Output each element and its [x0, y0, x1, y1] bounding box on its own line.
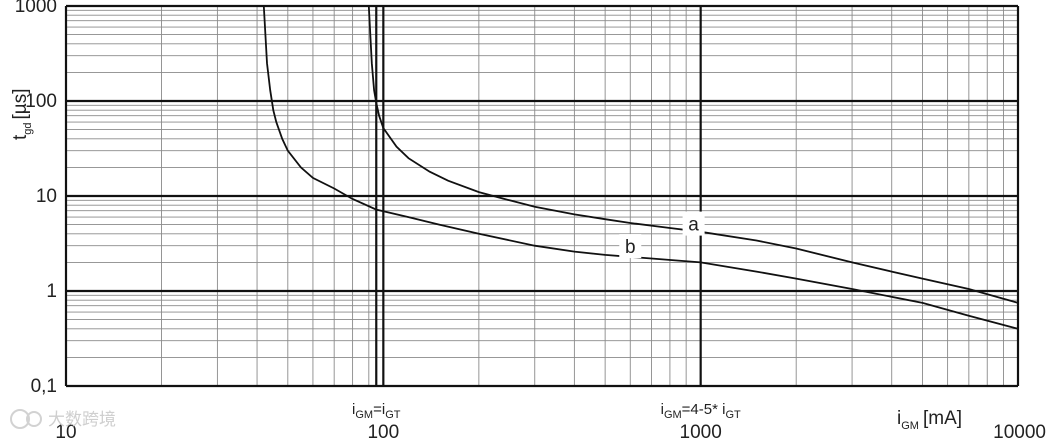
y-tick-label: 1000: [15, 0, 57, 17]
y-tick-label: 10: [36, 186, 57, 207]
y-tick-label: 100: [25, 91, 57, 112]
annotation-igm-4-5-igt: iGM=4-5* iGT: [661, 401, 741, 421]
y-tick-label: 0,1: [31, 376, 57, 397]
annotation-igm-equals-igt: iGM=iGT: [352, 401, 401, 421]
watermark: 大数跨境: [10, 409, 116, 429]
x-axis-label: iGM [mA]: [897, 408, 962, 432]
chart-tick-labels: 1000 100 10 1 0,1 10 100 1000 10000: [15, 0, 1046, 439]
watermark-logo-icon: [10, 409, 30, 429]
x-tick-label: 10000: [993, 422, 1046, 439]
series-label-b: b: [625, 237, 636, 258]
series-label-bg-a: [682, 211, 705, 236]
watermark-logo-icon-inner: [26, 411, 42, 427]
y-axis-label: tgd[µs]: [10, 88, 34, 140]
x-tick-label: 1000: [680, 422, 722, 439]
chart-annotations: iGM=iGT iGM=4-5* iGT: [352, 401, 741, 421]
series-line-b: [262, 5, 1019, 330]
x-tick-label: 100: [367, 422, 399, 439]
series-line-a: [367, 5, 1019, 304]
series-label-a: a: [688, 215, 699, 236]
y-tick-label: 1: [46, 281, 57, 302]
x-tick-label: 10: [55, 422, 76, 439]
chart-grid: [64, 4, 1020, 388]
chart-curves: ab: [262, 5, 1019, 330]
watermark-text: 大数跨境: [48, 410, 116, 429]
series-label-bg-b: [619, 234, 642, 259]
